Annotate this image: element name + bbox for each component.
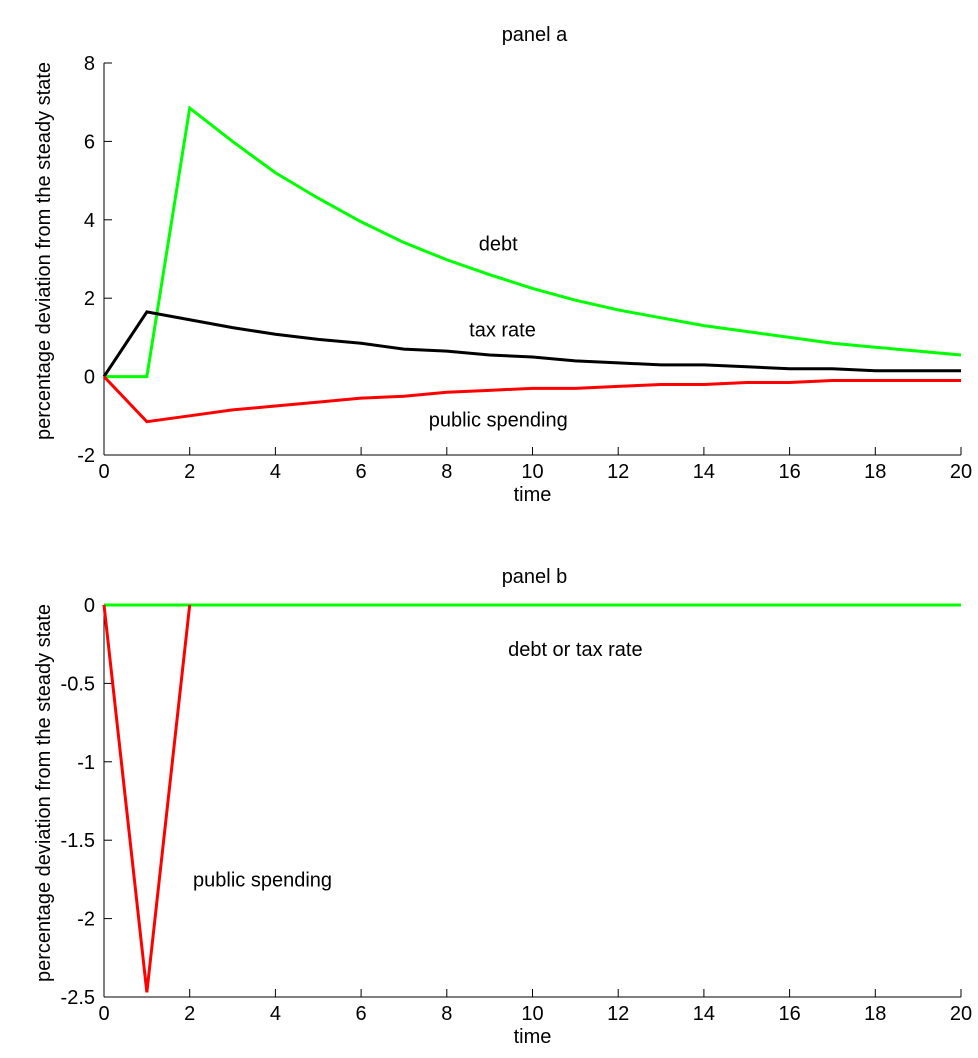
x-tick-label: 18 [864,1003,886,1025]
x-tick-label: 6 [356,1003,367,1025]
y-tick-label: 6 [84,131,95,153]
y-tick-label: 0 [84,367,95,389]
x-tick-label: 14 [693,1003,715,1025]
x-axis-label: time [514,1026,552,1048]
x-tick-label: 12 [607,1003,629,1025]
y-tick-label: 2 [84,288,95,310]
x-tick-label: 16 [778,461,800,483]
x-tick-label: 12 [607,461,629,483]
x-tick-label: 18 [864,461,886,483]
series-line-tax-rate [102,310,961,378]
y-tick-label: 0 [84,595,95,617]
y-tick-label: -0.5 [61,673,95,695]
x-tick-label: 4 [270,461,281,483]
chart-title: panel b [502,566,568,588]
x-tick-label: 2 [184,461,195,483]
x-tick-label: 4 [270,1003,281,1025]
series-line-public-spending [102,375,961,424]
y-tick-label: -2.5 [61,987,95,1009]
series-annotation: tax rate [469,320,536,342]
x-tick-label: 10 [521,1003,543,1025]
x-tick-label: 16 [778,1003,800,1025]
x-tick-label: 0 [98,461,109,483]
x-tick-label: 20 [950,461,972,483]
x-tick-label: 0 [98,1003,109,1025]
x-tick-label: 2 [184,1003,195,1025]
y-tick-label: -2 [77,445,95,467]
x-axis-label: time [514,484,552,506]
y-tick-label: -2 [77,909,95,931]
series-annotation: public spending [193,869,332,891]
y-axis-label: percentage deviation from the steady sta… [33,604,55,982]
y-tick-label: -1.5 [61,830,95,852]
y-axis-label: percentage deviation from the steady sta… [33,62,55,440]
x-tick-label: 8 [441,461,452,483]
series-annotation: debt [479,233,518,255]
series-annotation: debt or tax rate [508,639,643,661]
chart-title: panel a [502,24,568,46]
x-tick-label: 14 [693,461,715,483]
series-line-public-spending [102,604,192,993]
panel-b: 0 2 4 6 8 10 12 14 16 18 20 -2.5 -2 -1.5 -1 -0.5 0 panel … [33,566,972,1048]
y-tick-label: 8 [84,53,95,75]
series-annotation: public spending [429,410,568,432]
y-tick-label: -1 [77,752,95,774]
series-line-debt [104,105,962,379]
x-tick-label: 10 [521,461,543,483]
y-tick-label: 4 [84,210,95,232]
x-tick-label: 8 [441,1003,452,1025]
x-tick-label: 20 [950,1003,972,1025]
x-tick-label: 6 [356,461,367,483]
